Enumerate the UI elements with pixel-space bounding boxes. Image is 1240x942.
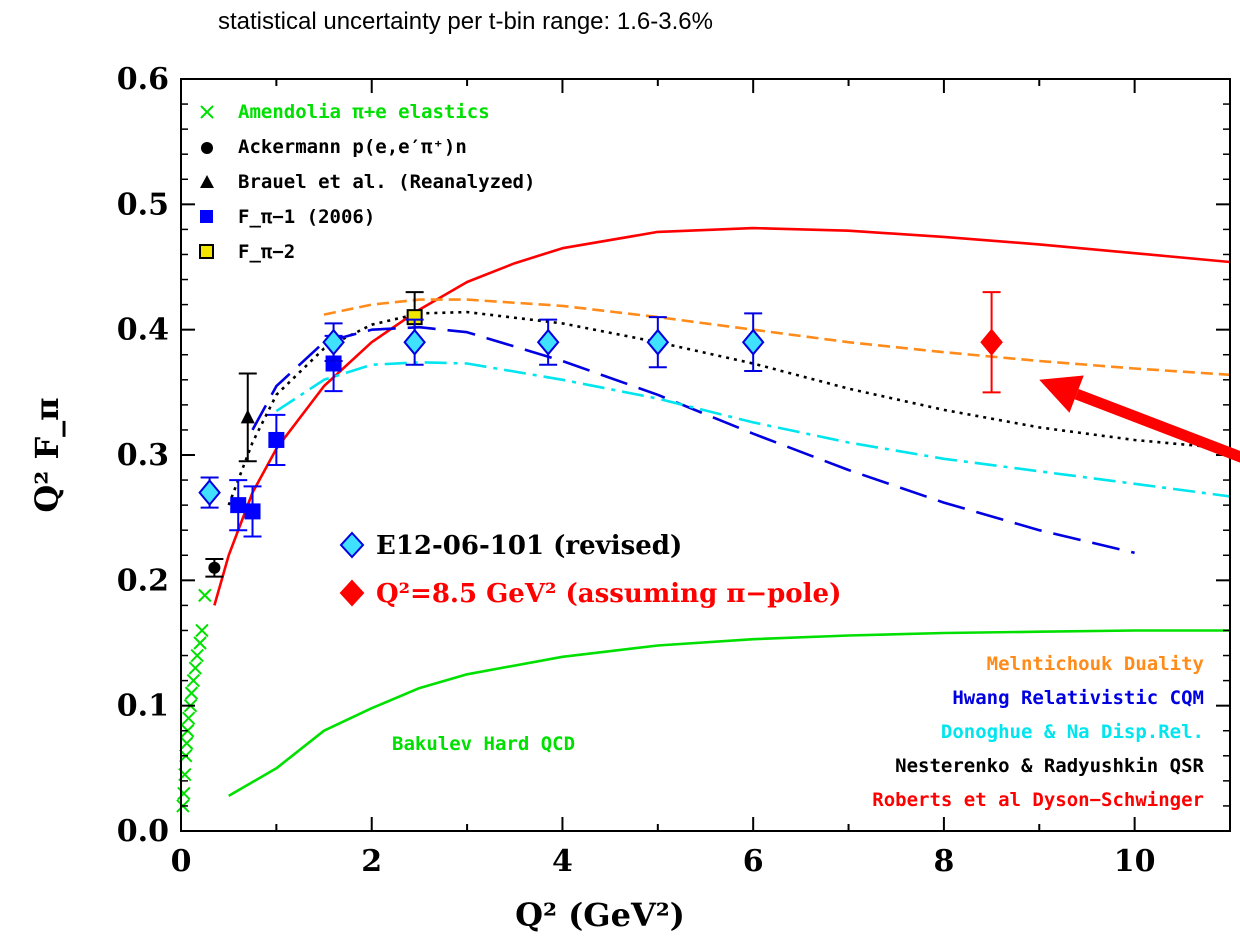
x-tick-label: 6 (743, 844, 764, 879)
point-amendolia-e-elastics (177, 786, 191, 801)
point-e12-06-101-revised- (198, 479, 221, 507)
y-tick-label: 0.5 (117, 187, 169, 222)
point-f-1-2006- (230, 497, 247, 514)
legend-label: F_π−2 (238, 241, 295, 263)
legend-mid-marker (339, 579, 365, 607)
x-tick-label: 2 (361, 844, 382, 879)
point-ackermann-p-e-e-n (208, 561, 221, 574)
annotation-arrow-head (1039, 375, 1084, 413)
legend-curve-label: Roberts et al Dyson−Schwinger (872, 789, 1204, 811)
legend-label: F_π−1 (2006) (238, 206, 375, 228)
point-amendolia-e-elastics (193, 636, 207, 650)
y-tick-label: 0.3 (117, 438, 169, 473)
legend-marker (200, 175, 214, 188)
annotation-arrow-shaft (1074, 388, 1240, 463)
point-amendolia-e-elastics (198, 588, 212, 603)
legend-curve-label: Donoghue & Na Disp.Rel. (941, 721, 1204, 743)
legend-mid-marker (339, 531, 365, 559)
legend-mid-label: Q²=8.5 GeV² (assuming π−pole) (376, 579, 841, 609)
curve-label-bakulev: Bakulev Hard QCD (392, 733, 575, 755)
point-e12-06-101-revised- (322, 328, 345, 356)
curve-nesterenko-radyushkin-qsr (227, 310, 1230, 506)
point-amendolia-e-elastics (195, 623, 209, 638)
point-amendolia-e-elastics (190, 648, 204, 663)
x-axis-title: Q² (GeV²) (515, 896, 685, 934)
y-tick-label: 0.1 (117, 689, 169, 724)
legend-label: Ackermann p(e,e′π⁺)n (238, 136, 467, 158)
curve-bakulev-hard-qcd (228, 629, 1230, 798)
point-amendolia-e-elastics (180, 736, 194, 750)
curve-melntichouk-duality (323, 298, 1230, 377)
y-tick-label: 0.4 (117, 313, 169, 348)
point-e12-06-101-revised- (536, 328, 560, 356)
legend-mid-label: E12-06-101 (revised) (376, 531, 682, 561)
y-tick-label: 0.0 (117, 814, 169, 849)
curve-donoghue-na-disp-rel- (275, 361, 1230, 498)
point-e12-06-101-revised- (403, 328, 426, 356)
point-e12-06-101-revised- (646, 328, 670, 356)
legend-marker (200, 210, 213, 223)
chart-caption: statistical uncertainty per t-bin range:… (218, 8, 713, 35)
point-f-1-2006- (268, 431, 285, 448)
x-tick-label: 4 (552, 844, 573, 879)
point-brauel-et-al-reanalyzed- (240, 409, 255, 424)
x-tick-label: 8 (933, 844, 954, 879)
point-e12-06-101-revised- (741, 328, 765, 356)
legend-label: Brauel et al. (Reanalyzed) (238, 171, 535, 193)
legend-label: Amendolia π+e elastics (238, 101, 490, 123)
point-amendolia-e-elastics (188, 661, 203, 675)
legend-marker (200, 105, 214, 119)
legend-curve-label: Hwang Relativistic CQM (952, 687, 1204, 709)
y-tick-label: 0.2 (117, 563, 169, 598)
legend-marker (201, 142, 213, 154)
x-tick-label: 0 (171, 844, 192, 879)
y-tick-label: 0.6 (117, 62, 169, 97)
point-amendolia-e-elastics (186, 673, 201, 688)
x-tick-label: 10 (1114, 844, 1156, 879)
point-amendolia-e-elastics (184, 686, 199, 700)
legend-curve-label: Nesterenko & Radyushkin QSR (895, 755, 1204, 777)
legend-curve-label: Melntichouk Duality (987, 653, 1204, 675)
curve-hwang-relativistic-cqm (251, 325, 1135, 555)
point-f-1-2006- (244, 503, 261, 520)
point-amendolia-e-elastics (181, 711, 196, 725)
curve-roberts-et-al-dyson-schwinger (213, 226, 1230, 606)
legend-marker (199, 244, 214, 259)
y-axis-title: Q² F_π (28, 397, 66, 512)
point-q-8-5-gev-assuming-pole- (980, 328, 1003, 356)
